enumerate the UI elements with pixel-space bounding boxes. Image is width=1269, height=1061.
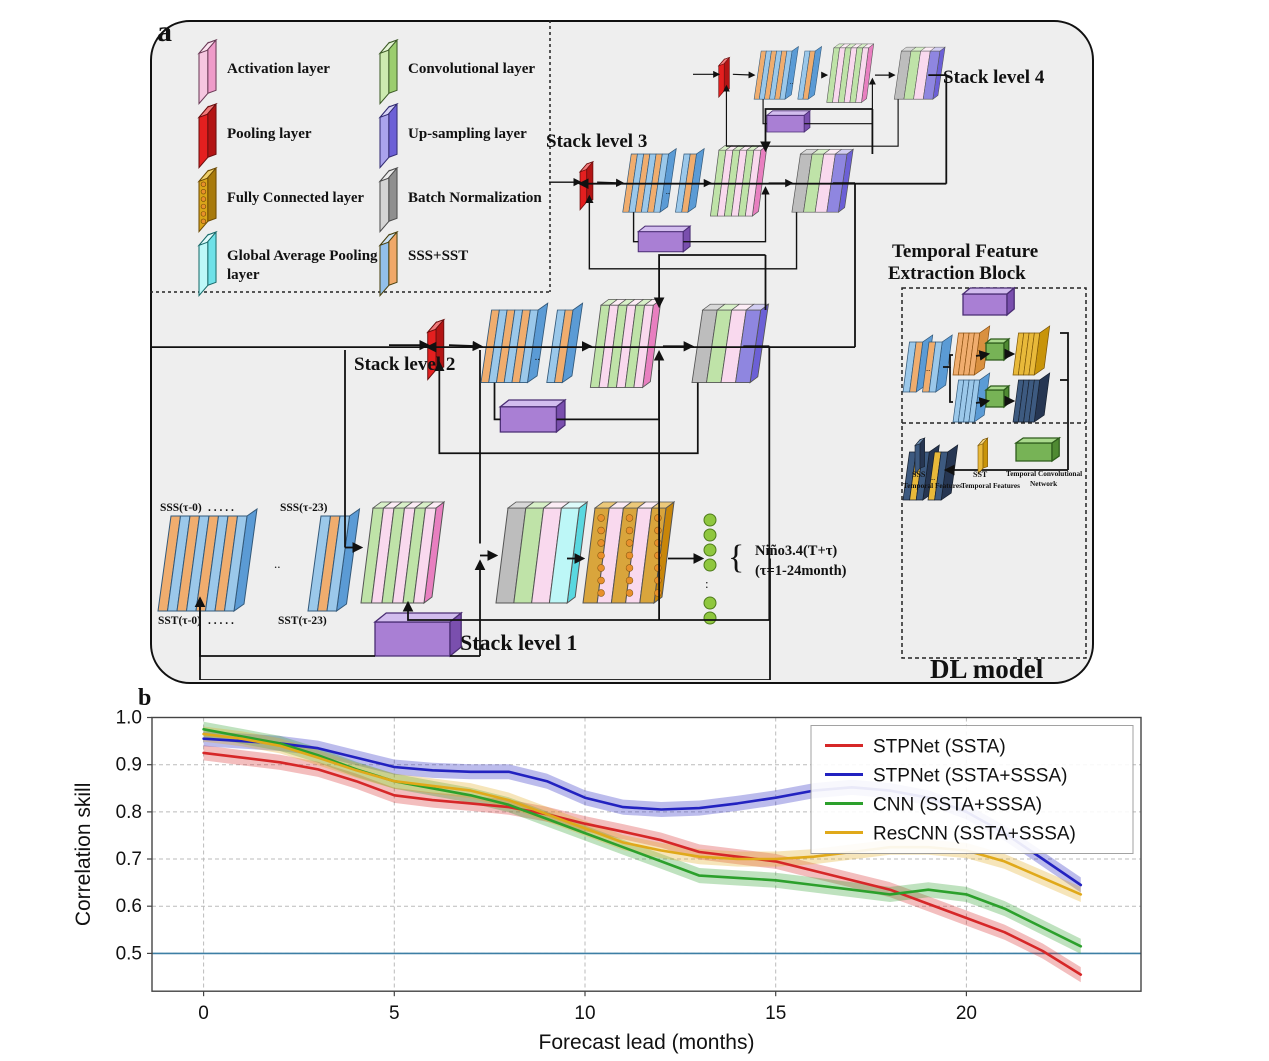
svg-text:0.9: 0.9 — [116, 755, 142, 776]
svg-text:Temporal Feature: Temporal Feature — [892, 241, 1038, 262]
svg-text:10: 10 — [574, 1003, 595, 1024]
svg-text:0.8: 0.8 — [116, 802, 142, 823]
svg-text::: : — [705, 576, 709, 591]
svg-text:0.7: 0.7 — [116, 849, 142, 870]
svg-text:..: .. — [274, 556, 281, 571]
svg-text:DL model: DL model — [930, 654, 1044, 680]
svg-text:SST: SST — [973, 470, 988, 479]
svg-text:0: 0 — [198, 1003, 209, 1024]
svg-text:0.6: 0.6 — [116, 896, 142, 917]
svg-text:STPNet (SSTA+SSSA): STPNet (SSTA+SSSA) — [873, 766, 1067, 787]
svg-text:Forecast lead (months): Forecast lead (months) — [539, 1031, 755, 1054]
svg-text:Niño3.4(T+τ): Niño3.4(T+τ) — [755, 543, 837, 559]
svg-text:0.5: 0.5 — [116, 943, 142, 964]
svg-text:{: { — [728, 539, 744, 576]
svg-text:Stack level 1: Stack level 1 — [460, 630, 577, 655]
svg-text:Stack level 4: Stack level 4 — [943, 67, 1045, 88]
svg-text:SST(τ-0): SST(τ-0) — [158, 615, 201, 627]
svg-text:Temporal Features: Temporal Features — [961, 481, 1020, 490]
svg-text:..: .. — [666, 186, 670, 196]
svg-text:Global Average Pooling: Global Average Pooling — [227, 248, 378, 264]
svg-text:SSS+SST: SSS+SST — [408, 248, 468, 264]
svg-text:. . . . .: . . . . . — [208, 615, 234, 627]
svg-text:SSS(τ-0): SSS(τ-0) — [160, 502, 202, 514]
svg-text:ResCNN (SSTA+SSSA): ResCNN (SSTA+SSSA) — [873, 824, 1076, 845]
svg-text:SSS(τ-23): SSS(τ-23) — [280, 502, 328, 514]
svg-text:layer: layer — [227, 267, 260, 283]
svg-text:15: 15 — [765, 1003, 786, 1024]
svg-text:Network: Network — [1030, 479, 1058, 488]
svg-text:SST(τ-23): SST(τ-23) — [278, 615, 327, 627]
svg-text:Stack level 2: Stack level 2 — [354, 354, 455, 375]
svg-text:Temporal Convolutional: Temporal Convolutional — [1006, 469, 1082, 478]
svg-text:Activation layer: Activation layer — [227, 61, 330, 77]
svg-text:20: 20 — [956, 1003, 977, 1024]
svg-text:5: 5 — [389, 1003, 400, 1024]
svg-text:Convolutional layer: Convolutional layer — [408, 61, 535, 77]
svg-text:Fully Connected layer: Fully Connected layer — [227, 190, 364, 206]
svg-text:SSS: SSS — [912, 470, 926, 479]
svg-text:Temporal Features: Temporal Features — [903, 481, 962, 490]
svg-text:. . . . .: . . . . . — [208, 502, 234, 514]
svg-text:Up-sampling layer: Up-sampling layer — [408, 126, 527, 142]
svg-text:..: .. — [535, 352, 540, 363]
svg-text:Pooling layer: Pooling layer — [227, 126, 312, 142]
svg-text:Extraction Block: Extraction Block — [888, 263, 1026, 284]
svg-text:..: .. — [926, 363, 930, 373]
svg-text:Batch Normalization: Batch Normalization — [408, 190, 542, 206]
svg-text:Correlation skill: Correlation skill — [72, 783, 95, 927]
svg-text:CNN (SSTA+SSSA): CNN (SSTA+SSSA) — [873, 795, 1042, 816]
svg-text:1.0: 1.0 — [116, 708, 142, 729]
svg-text:STPNet (SSTA): STPNet (SSTA) — [873, 737, 1006, 758]
svg-text:..: .. — [790, 78, 794, 86]
svg-text:Stack level 3: Stack level 3 — [546, 131, 647, 152]
